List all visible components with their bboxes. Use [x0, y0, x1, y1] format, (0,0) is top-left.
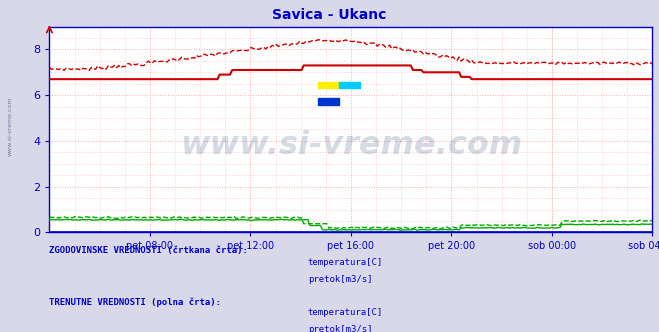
Text: pretok[m3/s]: pretok[m3/s]: [308, 275, 372, 284]
Text: www.si-vreme.com: www.si-vreme.com: [180, 130, 522, 161]
Text: TRENUTNE VREDNOSTI (polna črta):: TRENUTNE VREDNOSTI (polna črta):: [49, 297, 221, 307]
Text: temperatura[C]: temperatura[C]: [308, 258, 383, 268]
Bar: [318, 82, 339, 88]
Text: Savica - Ukanc: Savica - Ukanc: [272, 8, 387, 22]
Text: www.si-vreme.com: www.si-vreme.com: [8, 96, 13, 156]
Text: temperatura[C]: temperatura[C]: [308, 308, 383, 317]
Text: ZGODOVINSKE VREDNOSTI (črtkana črta):: ZGODOVINSKE VREDNOSTI (črtkana črta):: [49, 246, 248, 255]
Bar: [318, 98, 339, 105]
Bar: [339, 82, 360, 88]
Text: pretok[m3/s]: pretok[m3/s]: [308, 325, 372, 332]
